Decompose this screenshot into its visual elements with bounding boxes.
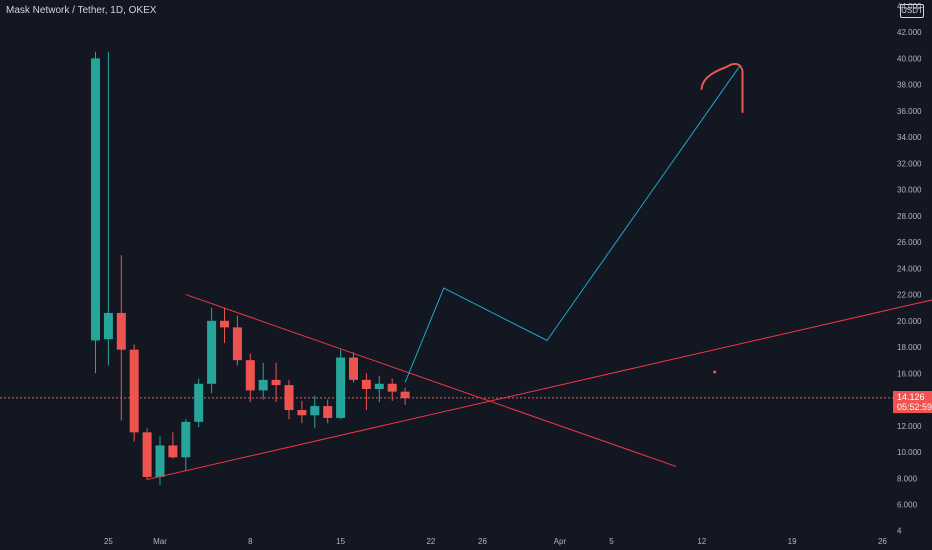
time-axis[interactable]: 25 Mar 8 15 22 26 Apr 5 12 19 26	[104, 537, 887, 546]
candle-body	[168, 445, 178, 458]
y-tick-label: 6.000	[897, 501, 918, 510]
candle	[168, 432, 178, 459]
candle-body	[284, 385, 294, 411]
y-tick-label: 38.000	[897, 81, 922, 90]
candle-body	[91, 58, 100, 341]
candle	[361, 373, 371, 411]
candle-body	[155, 445, 165, 477]
x-tick-label: 22	[426, 537, 435, 546]
y-tick-label: 40.000	[897, 54, 922, 63]
currency-label[interactable]: USDT	[900, 4, 924, 18]
last-price-value: 14.126	[897, 392, 925, 402]
y-tick-label: 22.000	[897, 291, 922, 300]
x-tick-label: 26	[478, 537, 487, 546]
x-tick-label: Apr	[554, 537, 567, 546]
candle-body	[271, 379, 281, 386]
candle-body	[361, 379, 371, 390]
y-tick-label: 4	[897, 527, 902, 536]
hand-drawn-arrow	[700, 62, 744, 113]
candle	[271, 362, 281, 403]
candle-body	[387, 383, 397, 392]
candle-body	[116, 312, 126, 350]
candle-body	[232, 327, 242, 361]
candle	[129, 344, 139, 442]
candle-body	[258, 379, 268, 391]
y-tick-label: 30.000	[897, 186, 922, 195]
candle	[116, 255, 126, 421]
drawings[interactable]	[146, 62, 932, 481]
candle-body	[220, 320, 229, 328]
x-tick-label: 15	[336, 537, 345, 546]
y-tick-label: 8.000	[897, 474, 918, 483]
y-tick-label: 24.000	[897, 264, 922, 273]
y-tick-label: 32.000	[897, 159, 922, 168]
candle	[323, 399, 333, 424]
candle	[142, 428, 152, 480]
y-tick-label: 18.000	[897, 343, 922, 352]
candle-body	[336, 357, 346, 418]
candles	[91, 51, 410, 485]
candle	[194, 378, 204, 428]
x-tick-label: 19	[788, 537, 797, 546]
candle-body	[349, 357, 358, 380]
resistance-trendline	[185, 294, 677, 467]
projection-path	[404, 64, 741, 383]
candle	[103, 51, 113, 366]
candle	[374, 375, 384, 403]
candle-body	[310, 406, 320, 416]
y-tick-label: 12.000	[897, 422, 922, 431]
y-tick-label: 26.000	[897, 238, 922, 247]
candle-body	[129, 349, 139, 433]
candle	[220, 307, 229, 344]
marker-dot	[713, 370, 717, 374]
candle	[400, 387, 410, 405]
candle-body	[245, 360, 255, 391]
y-tick-label: 36.000	[897, 107, 922, 116]
y-tick-label: 34.000	[897, 133, 922, 142]
last-price-badge: 14.126 05:52:59	[893, 391, 932, 413]
candle-body	[297, 410, 307, 416]
candle	[297, 400, 307, 424]
x-tick-label: Mar	[153, 537, 167, 546]
y-tick-label: 42.000	[897, 28, 922, 37]
countdown-value: 05:52:59	[897, 402, 932, 412]
candle	[336, 349, 346, 420]
y-tick-label: 44.000	[897, 2, 922, 11]
y-tick-label: 20.000	[897, 317, 922, 326]
candle	[258, 362, 268, 400]
candle-body	[207, 320, 217, 384]
candle	[245, 353, 255, 403]
x-tick-label: 5	[609, 537, 614, 546]
y-tick-label: 10.000	[897, 448, 922, 457]
support-trendline	[146, 299, 932, 481]
candle	[181, 419, 191, 471]
candle	[387, 378, 397, 401]
candle-body	[194, 383, 204, 422]
candle	[232, 315, 242, 366]
candle	[207, 307, 217, 393]
candle-body	[400, 391, 410, 399]
y-tick-label: 16.000	[897, 369, 922, 378]
candle-body	[142, 432, 152, 477]
price-axis[interactable]: 46.0008.00010.00012.00014.00016.00018.00…	[897, 2, 922, 536]
x-tick-label: 8	[248, 537, 253, 546]
x-tick-label: 26	[878, 537, 887, 546]
y-tick-label: 28.000	[897, 212, 922, 221]
candle-body	[374, 383, 384, 390]
candle-body	[103, 312, 113, 340]
x-tick-label: 12	[697, 537, 706, 546]
candle	[310, 395, 320, 429]
candle	[349, 352, 358, 383]
candle	[91, 51, 100, 374]
candle	[284, 379, 294, 420]
candle-body	[323, 406, 333, 418]
x-tick-label: 25	[104, 537, 113, 546]
candle-body	[181, 421, 191, 458]
symbol-title[interactable]: Mask Network / Tether, 1D, OKEX	[6, 5, 157, 16]
